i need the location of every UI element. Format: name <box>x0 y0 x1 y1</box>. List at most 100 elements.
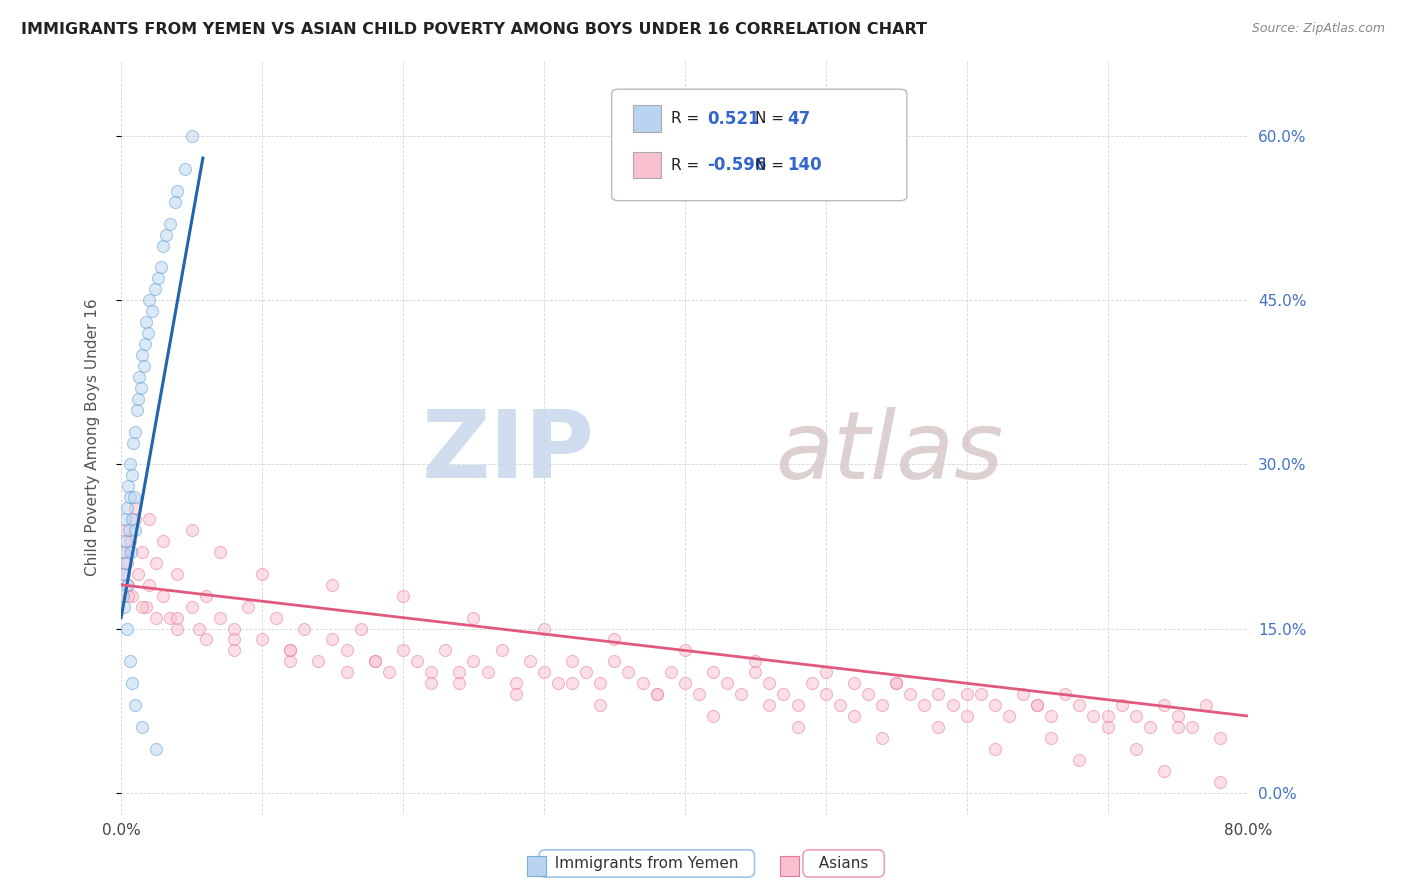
Point <box>463 654 485 668</box>
Point <box>264 610 287 624</box>
Point <box>449 676 471 690</box>
Point <box>716 676 738 690</box>
Point <box>124 501 146 516</box>
Point <box>984 698 1007 713</box>
Text: IMMIGRANTS FROM YEMEN VS ASIAN CHILD POVERTY AMONG BOYS UNDER 16 CORRELATION CHA: IMMIGRANTS FROM YEMEN VS ASIAN CHILD POV… <box>21 22 927 37</box>
Point <box>118 534 141 549</box>
Point <box>420 676 443 690</box>
Point <box>112 566 135 581</box>
Point <box>1040 731 1063 745</box>
Point <box>114 556 136 570</box>
Text: ZIP: ZIP <box>422 406 595 498</box>
Point <box>364 654 387 668</box>
Point <box>941 698 963 713</box>
Point <box>121 512 143 526</box>
Point <box>159 217 181 231</box>
Point <box>1026 698 1049 713</box>
Point <box>449 665 471 680</box>
Point <box>152 238 174 252</box>
Point <box>208 545 231 559</box>
Point <box>250 632 273 647</box>
Point <box>463 610 485 624</box>
Point <box>505 687 527 701</box>
Point <box>120 545 142 559</box>
Point <box>138 293 160 308</box>
Point <box>491 643 513 657</box>
Point <box>758 676 780 690</box>
Point <box>336 665 359 680</box>
Point <box>145 556 167 570</box>
Text: 140: 140 <box>787 156 823 174</box>
Point <box>136 326 159 340</box>
Point <box>870 698 893 713</box>
Point <box>112 599 135 614</box>
Point <box>898 687 921 701</box>
Point <box>122 435 145 450</box>
Point <box>1054 687 1077 701</box>
Text: 0.521: 0.521 <box>707 110 759 128</box>
Point <box>1153 698 1175 713</box>
Point <box>180 523 202 537</box>
Point <box>1167 709 1189 723</box>
Point <box>617 665 640 680</box>
Point <box>631 676 654 690</box>
Point <box>702 665 724 680</box>
Point <box>138 512 160 526</box>
Text: Source: ZipAtlas.com: Source: ZipAtlas.com <box>1251 22 1385 36</box>
Point <box>122 490 145 504</box>
Point <box>786 720 808 734</box>
Point <box>406 654 429 668</box>
Point <box>124 698 146 713</box>
Point <box>121 589 143 603</box>
Point <box>912 698 935 713</box>
Point <box>984 742 1007 756</box>
Text: R =: R = <box>671 112 704 126</box>
Y-axis label: Child Poverty Among Boys Under 16: Child Poverty Among Boys Under 16 <box>86 298 100 576</box>
Point <box>124 425 146 439</box>
Point <box>129 381 152 395</box>
Point <box>1083 709 1105 723</box>
Point <box>131 599 153 614</box>
Point <box>111 545 134 559</box>
Point <box>575 665 598 680</box>
Point <box>292 622 315 636</box>
Point <box>131 348 153 362</box>
Point <box>955 687 977 701</box>
Point <box>194 589 217 603</box>
Point <box>250 566 273 581</box>
Point <box>114 523 136 537</box>
Point <box>131 545 153 559</box>
Point <box>758 698 780 713</box>
Point <box>744 654 766 668</box>
Text: atlas: atlas <box>775 407 1004 498</box>
Point <box>477 665 499 680</box>
Point <box>128 370 150 384</box>
Point <box>505 676 527 690</box>
Point <box>236 599 259 614</box>
Point <box>159 610 181 624</box>
Text: N =: N = <box>755 112 789 126</box>
Point <box>772 687 794 701</box>
Text: R =: R = <box>671 158 704 172</box>
Point <box>336 643 359 657</box>
Point <box>589 676 612 690</box>
Point <box>688 687 710 701</box>
Point <box>1209 774 1232 789</box>
Point <box>166 622 188 636</box>
Point <box>1097 709 1119 723</box>
Point <box>118 654 141 668</box>
Point <box>117 479 139 493</box>
Point <box>127 566 149 581</box>
Text: Immigrants from Yemen: Immigrants from Yemen <box>546 856 748 871</box>
Point <box>180 129 202 144</box>
Point <box>1097 720 1119 734</box>
Point <box>222 632 245 647</box>
Point <box>115 556 138 570</box>
Point <box>125 402 148 417</box>
Point <box>222 622 245 636</box>
Point <box>533 665 555 680</box>
Point <box>278 643 301 657</box>
Point <box>730 687 752 701</box>
Point <box>364 654 387 668</box>
Point <box>378 665 401 680</box>
